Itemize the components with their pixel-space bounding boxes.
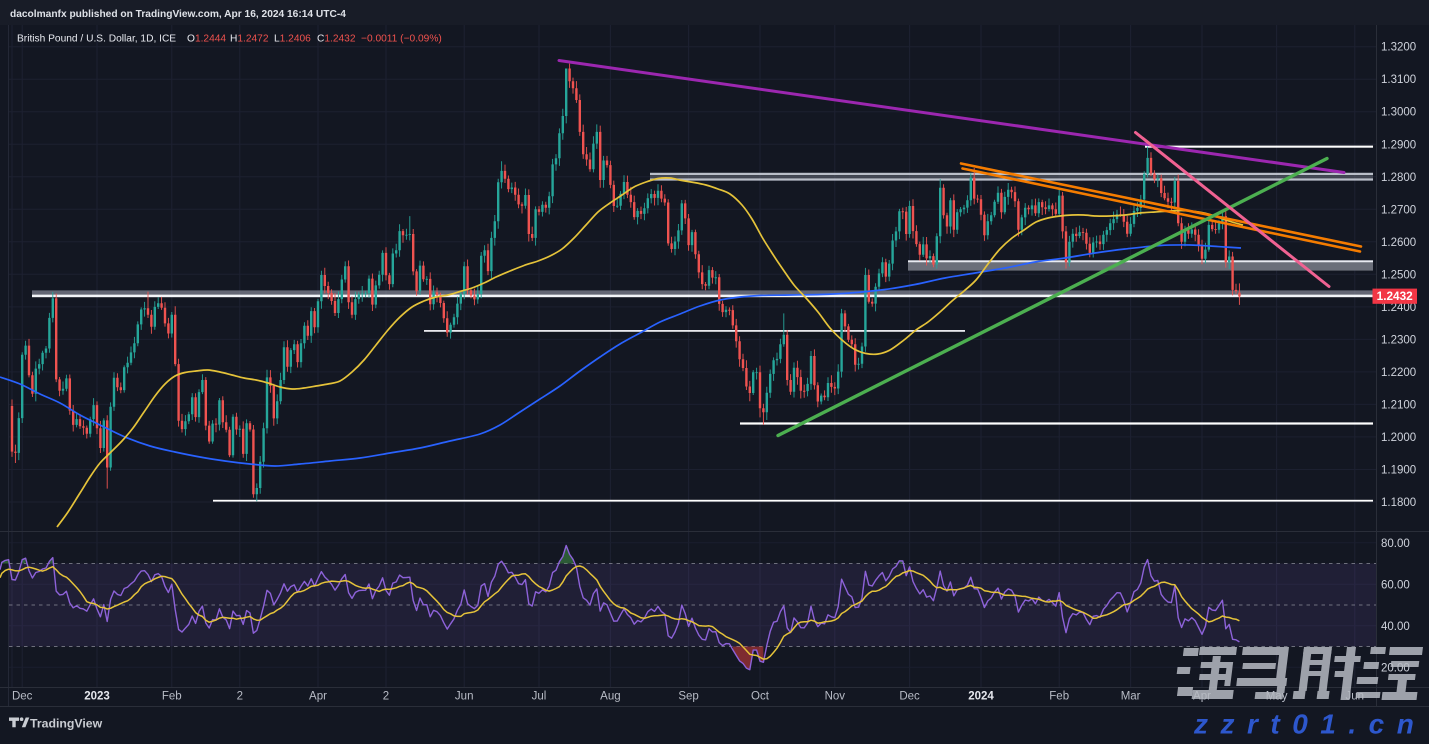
svg-text:2: 2 — [383, 691, 389, 703]
svg-text:1.3000: 1.3000 — [1381, 107, 1416, 119]
svg-text:1.3100: 1.3100 — [1381, 74, 1416, 86]
svg-text:1.3200: 1.3200 — [1381, 42, 1416, 54]
svg-text:Feb: Feb — [162, 691, 182, 703]
svg-text:Apr: Apr — [309, 691, 327, 703]
svg-text:1.2432: 1.2432 — [1377, 289, 1414, 303]
svg-text:2023: 2023 — [84, 691, 110, 703]
svg-text:1.1800: 1.1800 — [1381, 497, 1416, 509]
svg-text:Oct: Oct — [751, 691, 770, 703]
svg-text:zzrt01.cn: zzrt01.cn — [1193, 709, 1426, 740]
svg-text:1.2900: 1.2900 — [1381, 139, 1416, 151]
svg-text:1.2300: 1.2300 — [1381, 334, 1416, 346]
svg-text:1.2100: 1.2100 — [1381, 399, 1416, 411]
svg-text:Sep: Sep — [678, 691, 698, 703]
svg-text:Jul: Jul — [532, 691, 547, 703]
svg-text:Dec: Dec — [899, 691, 920, 703]
svg-text:2024: 2024 — [968, 691, 994, 703]
svg-text:1.2000: 1.2000 — [1381, 432, 1416, 444]
svg-text:1.2400: 1.2400 — [1381, 302, 1416, 314]
svg-text:Feb: Feb — [1049, 691, 1069, 703]
svg-text:Dec: Dec — [12, 691, 33, 703]
svg-text:1.2800: 1.2800 — [1381, 172, 1416, 184]
svg-text:Aug: Aug — [600, 691, 620, 703]
svg-text:1.2600: 1.2600 — [1381, 237, 1416, 249]
svg-text:British Pound / U.S. Dollar, 1: British Pound / U.S. Dollar, 1D, ICE O1.2… — [17, 34, 442, 45]
svg-text:2: 2 — [237, 691, 243, 703]
svg-text:80.00: 80.00 — [1381, 538, 1410, 550]
svg-text:Jun: Jun — [455, 691, 474, 703]
svg-text:1.2500: 1.2500 — [1381, 269, 1416, 281]
svg-text:1.1900: 1.1900 — [1381, 464, 1416, 476]
svg-text:1.2200: 1.2200 — [1381, 367, 1416, 379]
svg-text:40.00: 40.00 — [1381, 621, 1410, 633]
svg-text:60.00: 60.00 — [1381, 579, 1410, 591]
svg-text:Mar: Mar — [1121, 691, 1141, 703]
svg-text:Nov: Nov — [825, 691, 846, 703]
svg-text:1.2700: 1.2700 — [1381, 204, 1416, 216]
svg-text:dacolmanfx published on Tradin: dacolmanfx published on TradingView.com,… — [10, 9, 346, 20]
svg-text:TradingView: TradingView — [30, 717, 103, 731]
